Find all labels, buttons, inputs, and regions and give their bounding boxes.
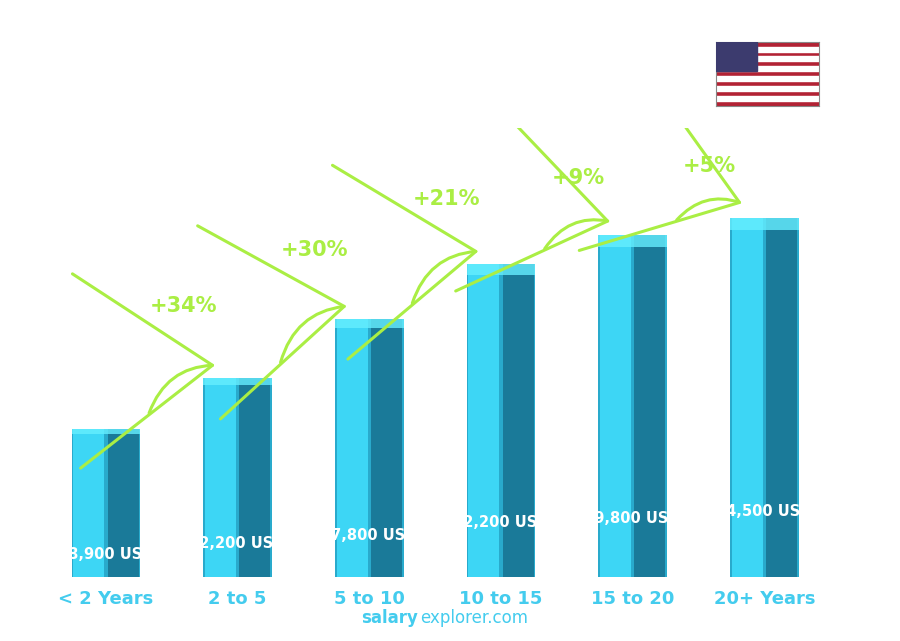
Text: Physical Therapy Aide: Physical Therapy Aide xyxy=(27,80,288,104)
Text: Salary Comparison By Experience: Salary Comparison By Experience xyxy=(27,19,710,53)
Bar xyxy=(203,378,272,385)
Bar xyxy=(108,429,139,577)
FancyArrowPatch shape xyxy=(332,165,476,359)
Text: +5%: +5% xyxy=(683,156,736,176)
Bar xyxy=(598,235,667,577)
Bar xyxy=(766,217,796,577)
Bar xyxy=(716,96,819,101)
Bar xyxy=(335,319,403,328)
Text: 89,800 USD: 89,800 USD xyxy=(584,511,681,526)
Text: 52,200 USD: 52,200 USD xyxy=(190,536,286,551)
Bar xyxy=(239,378,270,577)
Text: +30%: +30% xyxy=(281,240,348,260)
Bar xyxy=(600,235,631,577)
FancyArrowPatch shape xyxy=(455,100,608,291)
FancyArrowPatch shape xyxy=(198,226,344,419)
Bar xyxy=(371,319,402,577)
Text: +34%: +34% xyxy=(149,296,217,315)
Bar xyxy=(335,319,403,577)
Bar xyxy=(74,429,104,577)
FancyArrowPatch shape xyxy=(73,274,212,468)
Bar xyxy=(72,429,140,577)
Bar xyxy=(503,264,534,577)
Bar xyxy=(598,235,667,247)
Text: 67,800 USD: 67,800 USD xyxy=(321,528,418,544)
Bar xyxy=(730,217,798,230)
Bar xyxy=(72,429,140,434)
Text: explorer.com: explorer.com xyxy=(420,609,528,627)
Text: 82,200 USD: 82,200 USD xyxy=(453,515,549,530)
Bar xyxy=(732,217,762,577)
Bar xyxy=(716,76,819,81)
Text: 38,900 USD: 38,900 USD xyxy=(58,547,154,562)
Text: +9%: +9% xyxy=(552,168,605,188)
FancyArrowPatch shape xyxy=(580,67,740,251)
Text: salary: salary xyxy=(362,609,418,627)
Bar xyxy=(716,56,819,62)
Bar xyxy=(716,66,819,71)
Bar xyxy=(730,217,798,577)
Bar xyxy=(634,235,665,577)
Bar xyxy=(716,42,757,71)
Bar xyxy=(205,378,236,577)
Text: +21%: +21% xyxy=(412,189,480,209)
Bar xyxy=(469,264,500,577)
Bar xyxy=(716,86,819,91)
Bar xyxy=(716,47,819,51)
Bar xyxy=(337,319,367,577)
Bar xyxy=(467,264,536,275)
Bar xyxy=(203,378,272,577)
Bar xyxy=(467,264,536,577)
Text: Average Yearly Salary: Average Yearly Salary xyxy=(862,308,875,436)
Text: 94,500 USD: 94,500 USD xyxy=(716,504,813,519)
